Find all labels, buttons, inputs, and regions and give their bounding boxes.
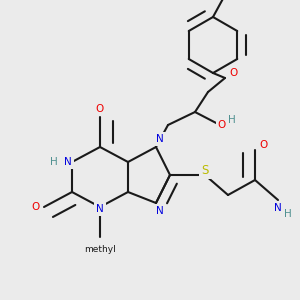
Text: methyl: methyl: [84, 244, 116, 253]
Text: N: N: [156, 206, 164, 216]
Text: H: H: [50, 157, 58, 167]
Text: O: O: [218, 120, 226, 130]
Text: N: N: [96, 204, 104, 214]
Text: O: O: [96, 104, 104, 114]
Text: N: N: [156, 134, 164, 144]
Text: H: H: [284, 209, 292, 219]
Text: O: O: [32, 202, 40, 212]
Text: H: H: [228, 115, 236, 125]
Text: O: O: [229, 68, 237, 78]
Text: N: N: [64, 157, 72, 167]
Text: S: S: [201, 164, 209, 176]
Text: O: O: [259, 140, 267, 150]
Text: N: N: [274, 203, 282, 213]
